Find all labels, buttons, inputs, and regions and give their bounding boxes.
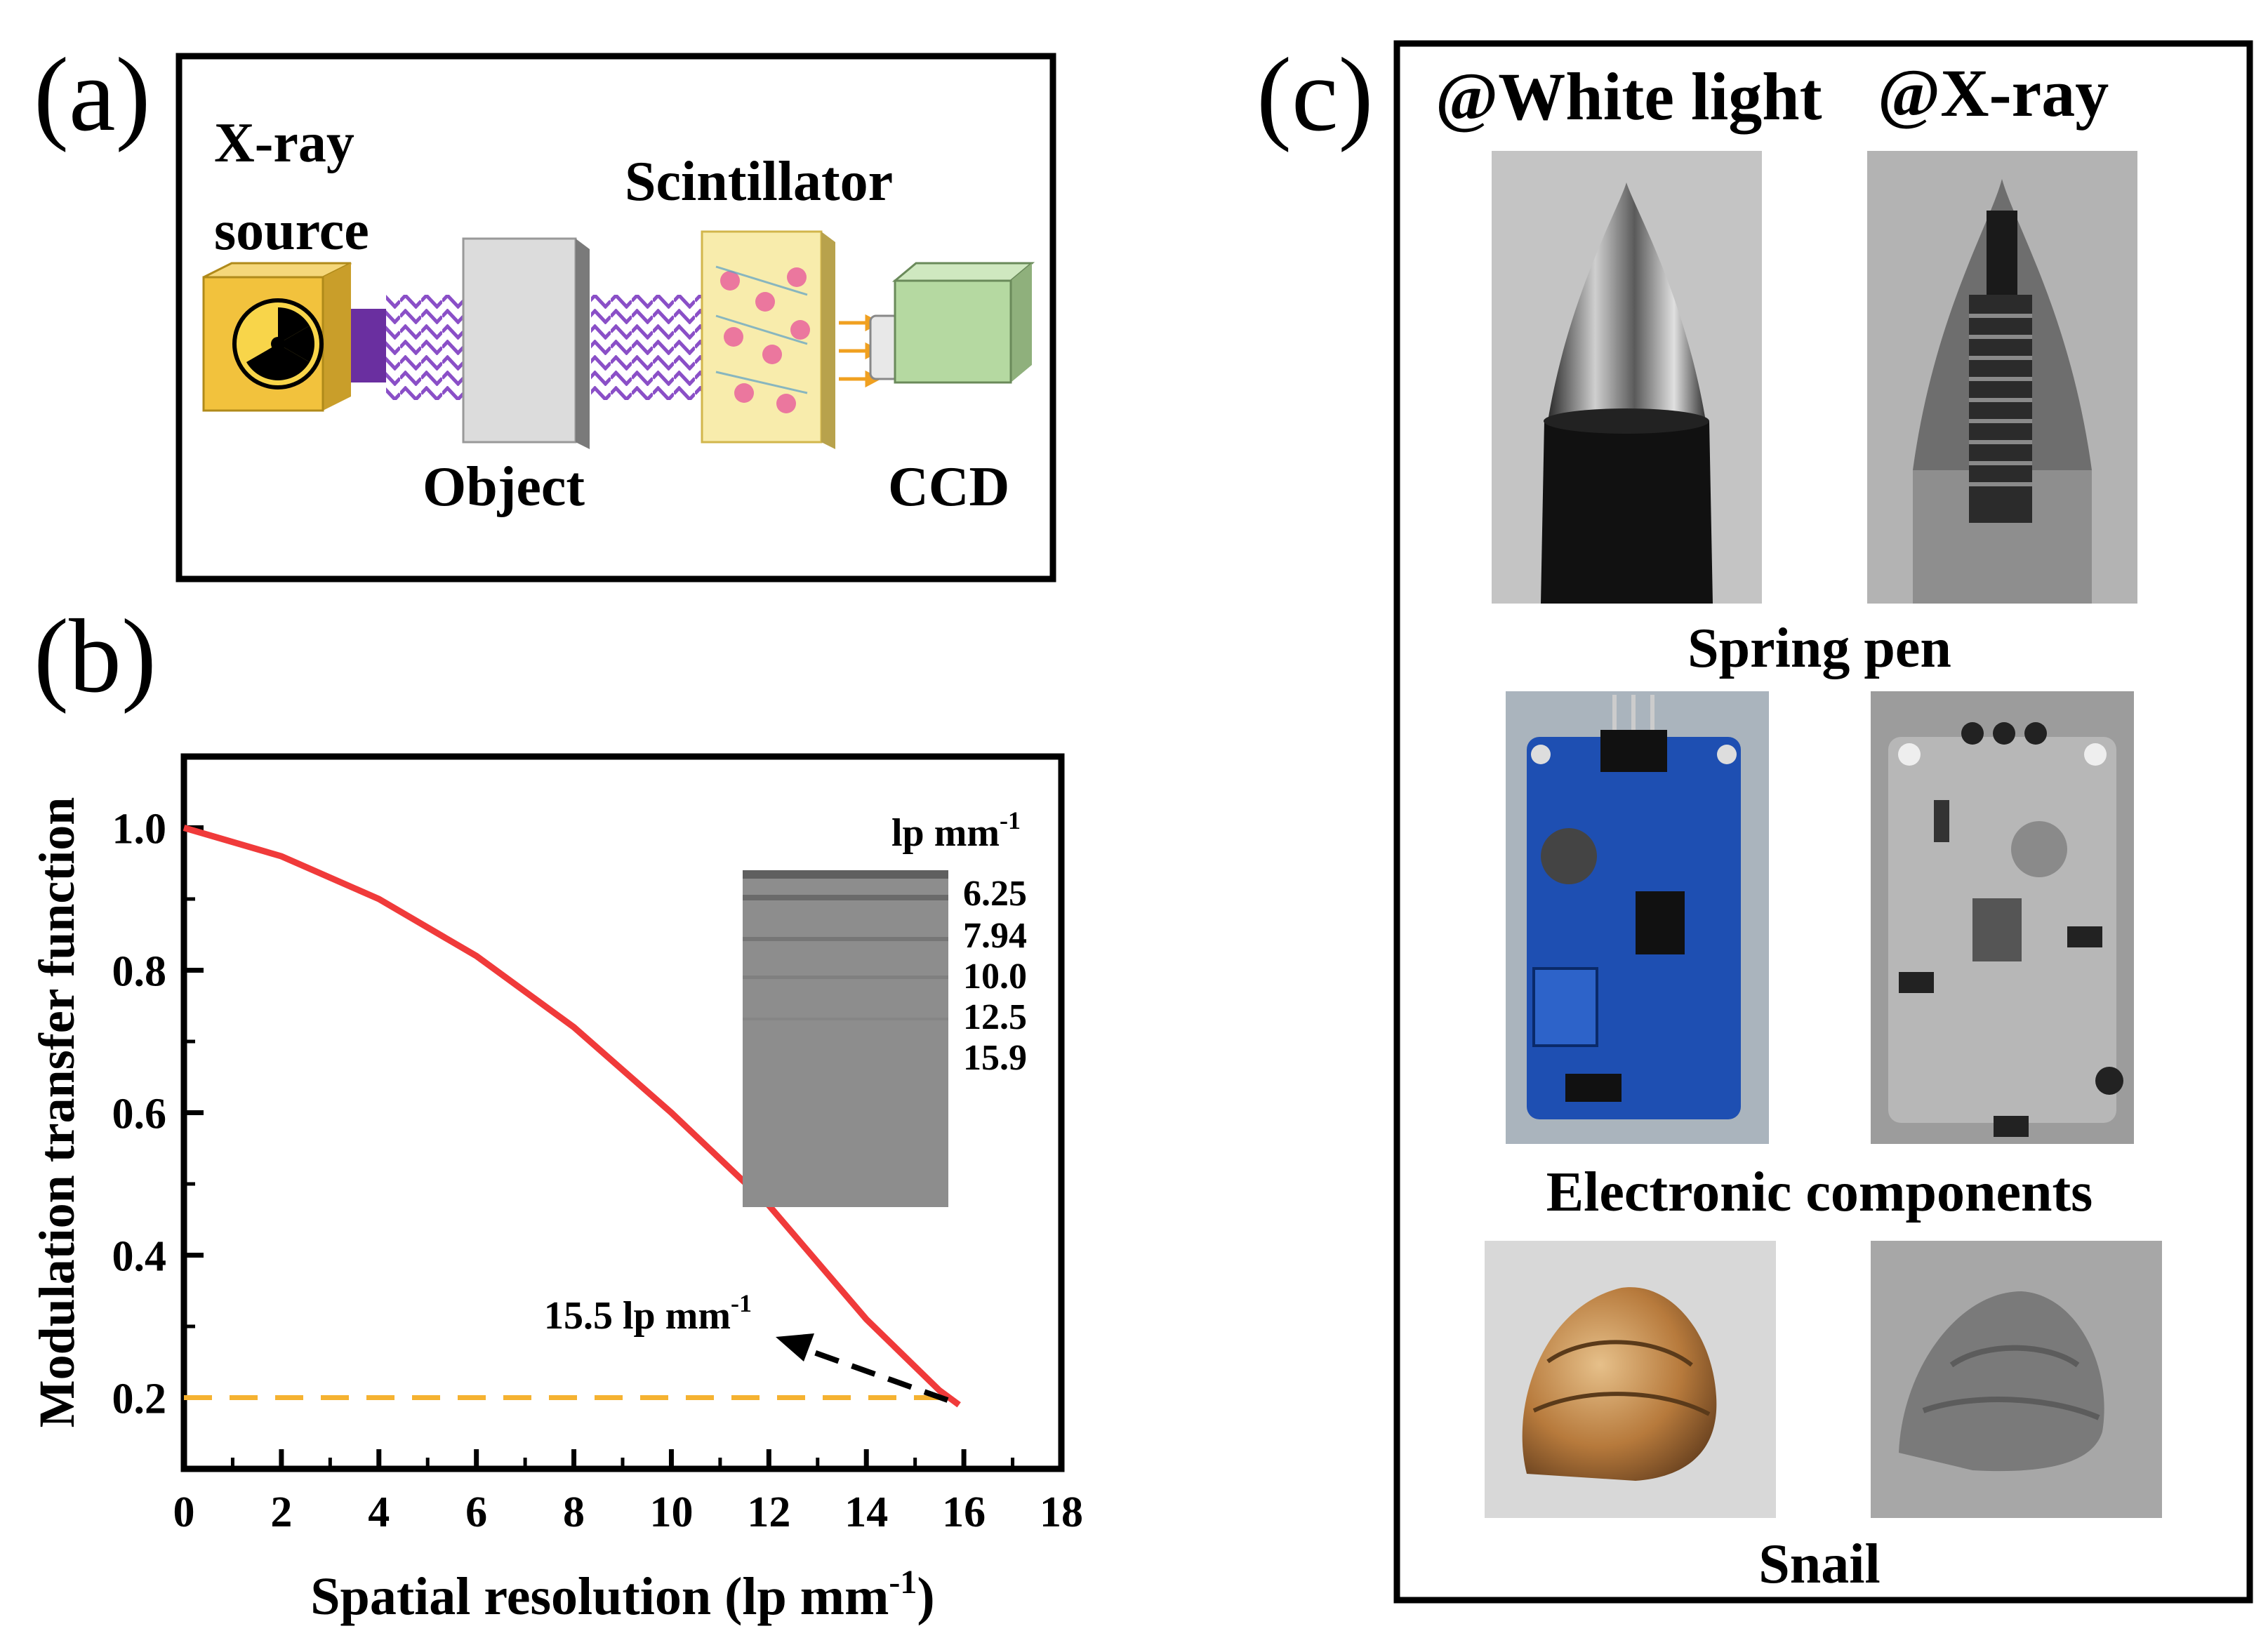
resolution-test-pattern-inset	[743, 870, 948, 1207]
x-tick-label: 8	[563, 1489, 585, 1536]
y-tick-label: 1.0	[112, 806, 167, 853]
xray-source-label-line2: source	[214, 200, 369, 262]
panel-b: (b) 0 2 4 6 8 10 12 14 16 18 0.2 0.4 0.6 0.8 1.0 lp m…	[29, 598, 1083, 1626]
inset-value-4: 12.5	[963, 997, 1027, 1037]
resolution-annotation: 15.5 lp mm-1	[544, 1289, 752, 1338]
x-tick-label: 2	[270, 1489, 292, 1536]
x-tick-label: 10	[649, 1489, 693, 1536]
x-tick-label: 16	[942, 1489, 986, 1536]
inset-value-2: 7.94	[963, 916, 1027, 956]
x-axis-title: Spatial resolution (lp mm-1)	[310, 1564, 934, 1626]
row-label-snail: Snail	[1758, 1533, 1880, 1595]
row-label-electronic-components: Electronic components	[1546, 1161, 2093, 1223]
xray-source-label-line1: X-ray	[214, 112, 354, 174]
panel-c: (c) @White light @X-ray Sprin	[1256, 36, 2253, 1604]
y-tick-label: 0.6	[112, 1091, 167, 1138]
y-tick-labels: 0.2 0.4 0.6 0.8 1.0	[112, 806, 167, 1423]
x-tick-label: 18	[1040, 1489, 1083, 1536]
axis-ticks	[181, 754, 1064, 1469]
panel-c-label: (c)	[1256, 36, 1373, 153]
row-label-spring-pen: Spring pen	[1687, 618, 1951, 679]
xray-beam-2	[591, 295, 710, 400]
spring-pen-xray	[1867, 151, 2137, 604]
panel-a-label: (a)	[34, 36, 150, 153]
scintillator-plate	[701, 230, 835, 449]
scintillator-label: Scintillator	[625, 151, 893, 213]
x-tick-label: 12	[747, 1489, 790, 1536]
y-tick-label: 0.4	[112, 1233, 167, 1281]
x-tick-label: 4	[368, 1489, 390, 1536]
snail-xray	[1871, 1241, 2162, 1518]
y-axis-title: Modulation transfer function	[29, 797, 85, 1428]
spring-pen-photo	[1492, 151, 1762, 604]
circuit-board-photo	[1506, 691, 1769, 1144]
annotation-arrow	[776, 1333, 949, 1403]
y-tick-label: 0.8	[112, 948, 167, 996]
x-tick-label: 14	[844, 1489, 888, 1536]
inset-value-1: 6.25	[963, 874, 1027, 914]
snail-photo	[1485, 1241, 1776, 1518]
object-plate	[462, 237, 590, 449]
x-tick-label: 6	[465, 1489, 487, 1536]
mtf-curve	[183, 825, 961, 1408]
inset-value-3: 10.0	[963, 957, 1027, 997]
x-tick-labels: 0 2 4 6 8 10 12 14 16 18	[173, 1489, 1084, 1536]
panel-b-label: (b)	[34, 598, 157, 714]
x-tick-label: 0	[173, 1489, 195, 1536]
panel-a: (a) X-ray source Scintillator	[34, 36, 1056, 582]
inset-value-5: 15.9	[963, 1038, 1027, 1078]
ccd-camera	[869, 262, 1035, 384]
ccd-label: CCD	[888, 456, 1009, 518]
circuit-board-xray	[1871, 691, 2134, 1144]
xray-source-box	[202, 262, 386, 412]
y-tick-label: 0.2	[112, 1376, 167, 1423]
inset-unit-label: lp mm-1	[891, 806, 1021, 855]
header-white-light: @White light	[1435, 59, 1822, 134]
header-xray: @X-ray	[1878, 55, 2109, 131]
object-label: Object	[423, 456, 585, 518]
